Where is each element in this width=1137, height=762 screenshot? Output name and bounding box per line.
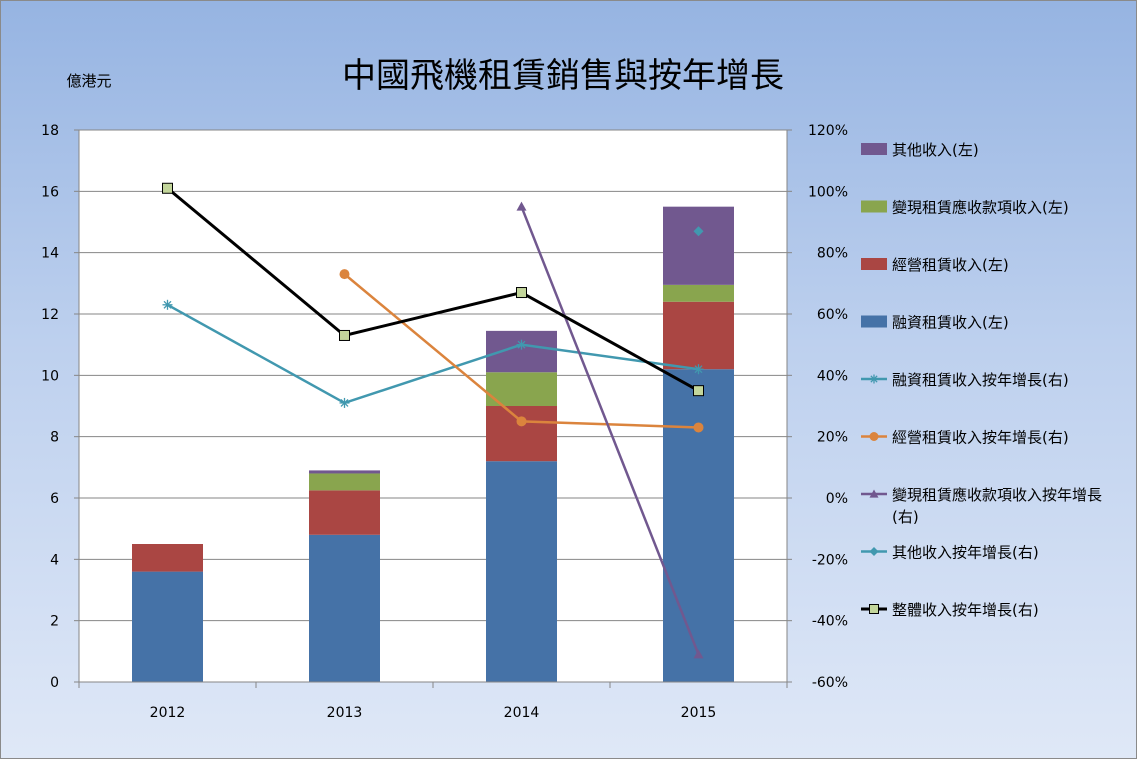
data-point: [693, 226, 704, 237]
series-line: [166, 187, 700, 392]
x-tick-label: 2014: [504, 705, 540, 721]
star-stroke: [340, 398, 349, 407]
bar-segment: [663, 369, 734, 682]
y-tick-label: 4: [50, 552, 59, 568]
legend-label: 其他收入(左): [892, 141, 979, 159]
legend-swatch: [861, 143, 887, 155]
y2-tick-label: 80%: [817, 246, 848, 262]
y-tick-label: 18: [41, 123, 59, 139]
legend-label: 融資租賃收入(左): [892, 314, 1009, 332]
bar-segment: [486, 461, 557, 682]
bar-segment: [132, 571, 203, 682]
stacked-bars: [132, 206, 734, 682]
y2-tick-label: -40%: [812, 614, 848, 630]
y2-tick-label: 0%: [826, 491, 848, 507]
legend-item: 經營租賃收入(左): [861, 256, 1009, 274]
data-point: [869, 489, 879, 498]
data-point: [516, 287, 527, 299]
y2-tick-label: -20%: [812, 552, 848, 568]
data-point: [339, 397, 350, 408]
legend-item: 其他收入按年增長(右): [861, 544, 1039, 562]
star-stroke: [517, 340, 526, 349]
bar-segment: [486, 406, 557, 462]
legend-swatch: [861, 200, 887, 213]
y2-tick-label: 120%: [808, 123, 848, 139]
data-point: [693, 649, 704, 659]
legend-swatch: [861, 258, 887, 270]
data-point: [693, 385, 704, 397]
legend-item: 變現租賃應收款項收入(左): [861, 199, 1069, 217]
x-tick-label: 2015: [681, 705, 717, 721]
y-tick-label: 12: [41, 307, 59, 323]
growth-lines: [162, 182, 704, 659]
y-axis-unit-label: 億港元: [66, 72, 111, 90]
legend-label: 變現租賃應收款項收入(左): [892, 199, 1069, 217]
bar-segment: [663, 206, 734, 285]
y2-tick-label: 40%: [817, 368, 848, 384]
data-point: [339, 269, 350, 280]
legend-item: 融資租賃收入(左): [861, 314, 1009, 332]
bar-segment: [309, 470, 380, 474]
data-point: [869, 547, 879, 556]
legend-label: 經營租賃收入按年增長(右): [892, 429, 1069, 447]
axes: 0 2 4 6 8 10 12 14 16 18 -60% -40% -20% 0% 20% 40% 60% 80…: [41, 123, 848, 721]
data-point: [516, 416, 527, 427]
data-point: [162, 299, 173, 310]
legend-item: 整體收入按年增長(右): [861, 601, 1039, 619]
y-tick-label: 6: [50, 491, 59, 507]
legend-item: 經營租賃收入按年增長(右): [861, 429, 1069, 447]
y-tick-label: 14: [41, 246, 59, 262]
y2-tick-label: 60%: [817, 307, 848, 323]
bar-segment: [309, 534, 380, 682]
data-point: [516, 339, 527, 350]
legend-label: 融資租賃收入按年增長(右): [892, 371, 1069, 389]
data-point: [162, 182, 173, 194]
legend-swatch: [861, 315, 887, 328]
data-point: [869, 432, 879, 441]
legend-label-line2: (右): [892, 508, 919, 526]
legend-item: 其他收入(左): [861, 141, 979, 159]
y2-tick-label: 20%: [817, 430, 848, 446]
series-line: [520, 206, 700, 655]
star-stroke: [870, 375, 878, 383]
legend-item: 融資租賃收入按年增長(右): [861, 371, 1069, 389]
y-tick-label: 8: [50, 430, 59, 446]
x-tick-label: 2012: [150, 705, 186, 721]
y-tick-label: 0: [50, 675, 59, 691]
data-point: [339, 329, 350, 341]
bar-segment: [663, 284, 734, 302]
legend-label-line1: 變現租賃應收款項收入按年增長: [892, 486, 1102, 504]
data-point: [869, 374, 879, 384]
bar-segment: [309, 490, 380, 535]
y-tick-label: 2: [50, 614, 59, 630]
legend-label: 變現租賃應收款項收入按年增長 (右): [892, 486, 1102, 526]
y2-tick-label: -60%: [812, 675, 848, 691]
data-point: [516, 201, 527, 211]
data-point: [693, 422, 704, 433]
series-line: [166, 303, 699, 405]
y2-tick-label: 100%: [808, 184, 848, 200]
legend: 其他收入(左) 變現租賃應收款項收入(左) 經營租賃收入(左) 融資租賃收入(左) 融資…: [861, 141, 1102, 619]
legend-label: 經營租賃收入(左): [892, 256, 1009, 274]
legend-label: 其他收入按年增長(右): [892, 544, 1039, 562]
y-tick-label: 16: [41, 184, 59, 200]
star-stroke: [163, 300, 172, 309]
bar-segment: [663, 301, 734, 370]
data-point: [693, 364, 704, 375]
bar-segment: [132, 544, 203, 572]
legend-label: 整體收入按年增長(右): [892, 601, 1039, 619]
y-tick-label: 10: [41, 368, 59, 384]
bar-segment: [309, 473, 380, 491]
x-tick-label: 2013: [327, 705, 363, 721]
data-point: [869, 604, 879, 614]
legend-item: 變現租賃應收款項收入按年增長 (右): [861, 486, 1102, 526]
chart-title: 中國飛機租賃銷售與按年增長: [342, 56, 784, 96]
star-stroke: [694, 365, 703, 374]
